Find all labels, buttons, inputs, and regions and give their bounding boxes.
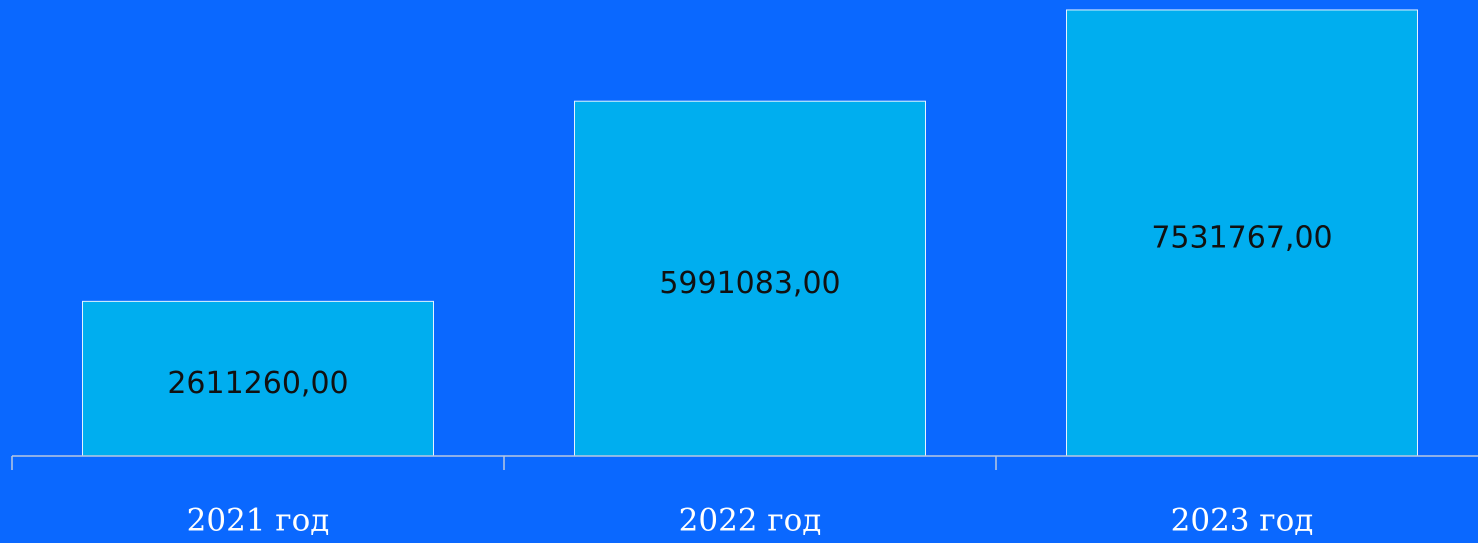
- value-label: 2611260,00: [167, 366, 348, 401]
- x-tick-label: 2022 год: [679, 503, 822, 539]
- value-label: 5991083,00: [659, 266, 840, 301]
- bar: [1066, 9, 1418, 457]
- bar: [82, 300, 434, 457]
- x-tick-label: 2021 год: [187, 503, 330, 539]
- value-label: 7531767,00: [1151, 220, 1332, 255]
- x-tick-label: 2023 год: [1171, 503, 1314, 539]
